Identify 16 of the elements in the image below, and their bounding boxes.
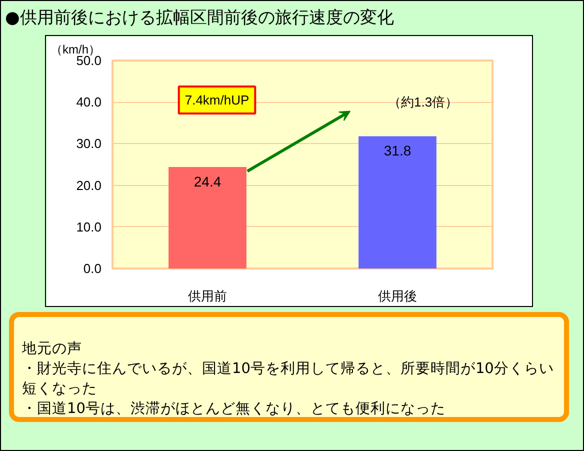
chart-title: ●供用前後における拡幅区間前後の旅行速度の変化 bbox=[5, 7, 394, 30]
y-axis-title: （km/h） bbox=[50, 42, 101, 56]
y-tick-label: 0.0 bbox=[83, 261, 102, 276]
data-label: 31.8 bbox=[384, 142, 412, 159]
x-tick-label: 供用後 bbox=[378, 288, 417, 304]
y-tick-label: 30.0 bbox=[76, 136, 102, 152]
y-tick-label: 10.0 bbox=[76, 219, 102, 234]
data-label: 24.4 bbox=[194, 173, 222, 190]
annotation: 7.4km/hUP bbox=[184, 92, 250, 108]
annotation: （約1.3倍） bbox=[388, 94, 458, 110]
text: ・財光寺に住んでいるが、国道10号を利用して帰ると、所要時間が10分くらい短くなった bbox=[22, 361, 554, 397]
x-tick-label: 供用前 bbox=[188, 288, 227, 304]
text: ・国道10号は、渋滞がほとんど無くなり、とても便利になった bbox=[22, 401, 446, 417]
y-tick-label: 20.0 bbox=[76, 178, 102, 193]
y-tick-label: 40.0 bbox=[76, 94, 102, 110]
text: 地元の声 bbox=[22, 341, 82, 357]
